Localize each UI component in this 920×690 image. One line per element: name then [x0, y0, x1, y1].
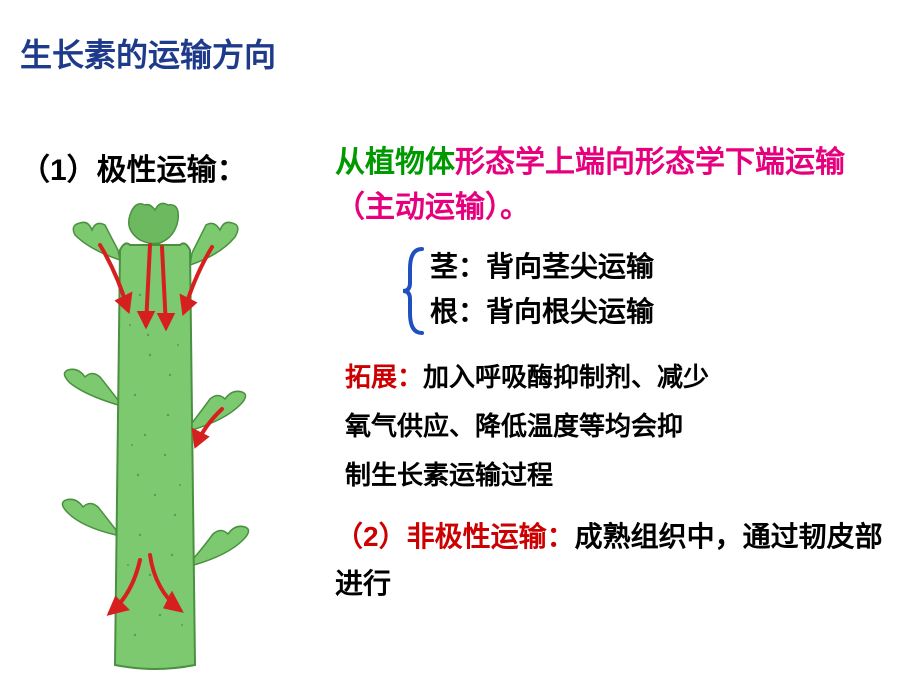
stem-root-block: 茎：背向茎尖运输 根：背向根尖运输 [400, 245, 895, 335]
expand-block: 拓展：加入呼吸酶抑制剂、减少 氧气供应、降低温度等均会抑 制生长素运输过程 [345, 353, 895, 501]
stem-line: 茎：背向茎尖运输 [430, 245, 895, 290]
expand-text-2: 氧气供应、降低温度等均会抑 [345, 411, 683, 441]
nonpolar-block: （2）非极性运输：成熟组织中，通过韧皮部进行 [335, 513, 895, 608]
content-right: 从植物体形态学上端向形态学下端运输 （主动运输）。 茎：背向茎尖运输 根：背向根… [335, 140, 895, 608]
root-line: 根：背向根尖运输 [430, 290, 895, 335]
section1-label: （1）极性运输： [20, 145, 247, 189]
section2-label: （2）非极性运输： [335, 521, 575, 552]
desc-green: 从植物体 [335, 146, 455, 179]
expand-text-3: 制生长素运输过程 [345, 460, 553, 490]
page-title: 生长素的运输方向 [20, 30, 276, 76]
expand-label: 拓展： [345, 362, 423, 392]
expand-text-1: 加入呼吸酶抑制剂、减少 [423, 362, 709, 392]
polar-transport-description: 从植物体形态学上端向形态学下端运输 （主动运输）。 [335, 140, 895, 230]
plant-illustration [0, 195, 310, 675]
bracket-icon [400, 245, 428, 337]
